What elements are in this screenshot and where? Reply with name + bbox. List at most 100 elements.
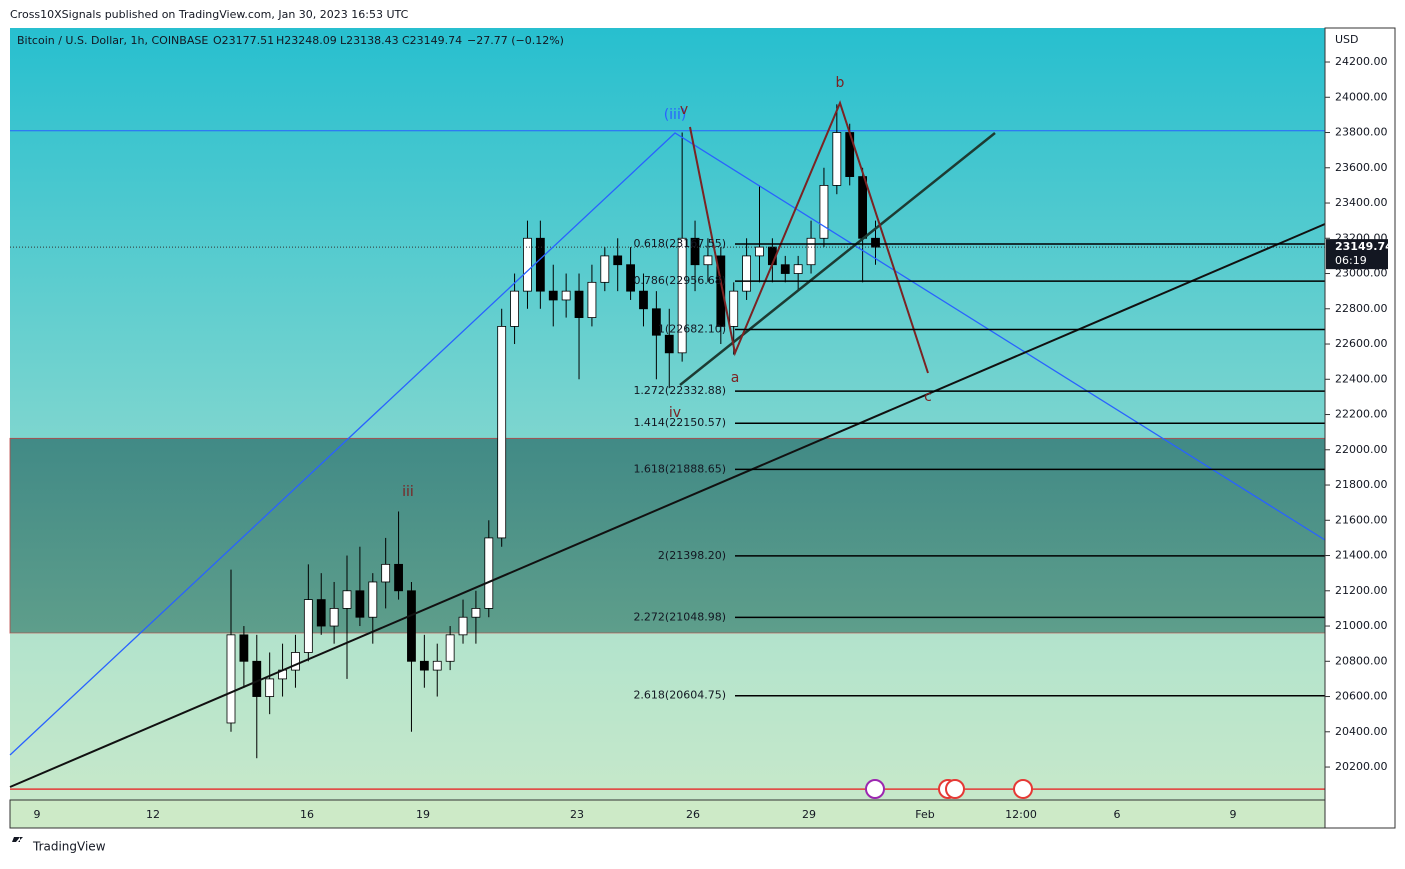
- price-badge: [1326, 239, 1388, 270]
- candle-body: [342, 590, 352, 609]
- candle-body: [510, 290, 519, 327]
- candle-body: [651, 308, 661, 336]
- candle-body: [639, 290, 648, 310]
- fib-label: 2(21398.20): [658, 549, 726, 562]
- x-tick-label: 19: [416, 808, 430, 821]
- candle-body: [574, 290, 584, 318]
- candle-body: [226, 634, 236, 724]
- candle-body: [729, 290, 739, 327]
- y-tick-label: 24200.00: [1335, 55, 1388, 68]
- y-tick-label: 22400.00: [1335, 372, 1388, 385]
- candle-body: [368, 581, 378, 618]
- x-tick-label: 23: [570, 808, 584, 821]
- candle-body: [832, 132, 842, 186]
- y-tick-label: 23600.00: [1335, 161, 1388, 174]
- high: H23248.09: [276, 34, 337, 47]
- y-tick-label: 21600.00: [1335, 513, 1388, 526]
- candle-body: [458, 616, 468, 636]
- candle-body: [316, 599, 326, 627]
- fib-label: 1.272(22332.88): [633, 384, 726, 397]
- candle-body: [252, 660, 262, 697]
- candle-body: [690, 237, 700, 266]
- x-tick-label: 16: [300, 808, 314, 821]
- candle-body: [432, 660, 442, 671]
- candle-body: [600, 255, 610, 283]
- y-tick-label: 20600.00: [1335, 690, 1388, 703]
- wave-label: (iii): [664, 107, 687, 123]
- candle-body: [677, 237, 687, 354]
- axis-unit: USD: [1335, 33, 1359, 46]
- candle-body: [806, 237, 816, 266]
- close: C23149.74: [402, 34, 462, 47]
- candle-body: [329, 608, 339, 627]
- symbol: Bitcoin / U.S. Dollar, 1h, COINBASE: [17, 34, 208, 47]
- zone: [9, 437, 1326, 634]
- candle-body: [793, 264, 803, 274]
- event-icon: [865, 779, 885, 799]
- candle-body: [755, 246, 764, 257]
- fib-label: 0.786(22956.68): [633, 274, 726, 287]
- x-tick-label: 9: [1230, 808, 1237, 821]
- candle-body: [716, 255, 726, 327]
- y-tick-label: 20800.00: [1335, 654, 1388, 667]
- candle-body: [355, 590, 365, 618]
- candle-body: [419, 660, 429, 671]
- open: O23177.51: [213, 34, 274, 47]
- x-tick-label: Feb: [915, 808, 934, 821]
- time-axis: [9, 799, 1326, 829]
- candle-body: [858, 176, 868, 239]
- fib-label: 1.618(21888.65): [633, 462, 726, 475]
- footer-brand: TradingView: [32, 840, 106, 854]
- candle-body: [587, 281, 597, 318]
- candle-body: [381, 563, 391, 583]
- y-tick-label: 20200.00: [1335, 760, 1388, 773]
- event-icon: [1013, 779, 1033, 799]
- y-tick-label: 20400.00: [1335, 725, 1388, 738]
- candle-body: [613, 255, 623, 266]
- tv-logo: [12, 837, 23, 842]
- fib-label: 0.618(23167.55): [633, 237, 726, 250]
- y-tick-label: 22600.00: [1335, 337, 1388, 350]
- candle-body: [484, 537, 494, 609]
- publisher: Cross10XSignals published on TradingView…: [10, 8, 409, 21]
- candle-body: [303, 599, 313, 653]
- candle-body: [523, 237, 532, 292]
- fib-label: 2.272(21048.98): [633, 610, 726, 623]
- y-tick-label: 23400.00: [1335, 196, 1388, 209]
- fib-label: 2.618(20604.75): [633, 689, 726, 702]
- legend: Bitcoin / U.S. Dollar, 1h, COINBASE O231…: [17, 34, 564, 47]
- plot: 0.618(23167.55) 0.786(22956.68) 1(22682.10…: [9, 75, 1326, 800]
- y-tick-label: 23000.00: [1335, 267, 1388, 280]
- candle-body: [497, 326, 507, 539]
- x-tick-label: 9: [34, 808, 41, 821]
- y-tick-label: 21400.00: [1335, 549, 1388, 562]
- y-tick-label: 22800.00: [1335, 302, 1388, 315]
- x-tick-label: 12: [146, 808, 160, 821]
- candle-body: [265, 678, 275, 697]
- candle-body: [819, 184, 829, 239]
- x-tick-label: 6: [1114, 808, 1121, 821]
- fib-label: 1.414(22150.57): [633, 416, 726, 429]
- candle-body: [703, 255, 713, 266]
- y-tick-label: 21800.00: [1335, 478, 1388, 491]
- wave-label: a: [731, 370, 740, 386]
- y-tick-label: 21200.00: [1335, 584, 1388, 597]
- candle-body: [780, 264, 790, 274]
- wave-label: c: [924, 389, 932, 405]
- wave-zigzag: [689, 100, 929, 374]
- price-badge-value: 23149.74: [1335, 240, 1393, 253]
- x-tick-label: 29: [802, 808, 816, 821]
- y-tick-label: 23800.00: [1335, 126, 1388, 139]
- y-tick-label: 24000.00: [1335, 90, 1388, 103]
- trend-line: [9, 223, 1326, 788]
- x-tick-label: 26: [686, 808, 700, 821]
- candle-body: [407, 590, 416, 662]
- wave-label: v: [680, 102, 688, 118]
- candle-body: [239, 634, 249, 662]
- change: −27.77 (−0.12%): [467, 34, 564, 47]
- candle-body: [561, 290, 571, 301]
- candle-body: [291, 652, 300, 671]
- candle-body: [626, 264, 635, 292]
- fib-label: 1(22682.10): [658, 323, 726, 336]
